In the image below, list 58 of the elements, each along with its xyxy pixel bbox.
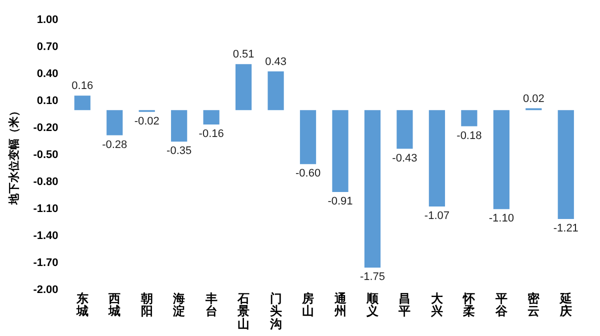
x-tick-label: 西城 [108, 292, 121, 318]
data-label: -0.28 [102, 138, 128, 151]
x-tick-label: 顺义 [365, 292, 380, 318]
x-tick-label: 怀柔 [462, 292, 476, 318]
x-tick-label: 延庆 [558, 292, 572, 318]
x-tick-label: 石景山 [236, 292, 250, 331]
x-tick-label: 平谷 [494, 292, 508, 318]
data-label: -1.07 [424, 210, 450, 222]
x-tick-label: 朝阳 [140, 292, 153, 318]
y-tick-label: 0.10 [36, 95, 58, 108]
data-label: -0.60 [295, 168, 321, 180]
y-tick-label: -0.80 [33, 176, 58, 188]
x-tick-label: 房山 [301, 292, 314, 318]
data-label: -0.35 [166, 145, 192, 158]
bar [203, 110, 220, 124]
bar [558, 110, 574, 220]
x-tick-label: 东城 [75, 292, 88, 318]
x-tick-label: 丰台 [204, 292, 218, 318]
x-tick-label: 海淀 [172, 292, 186, 318]
data-label: -0.43 [392, 152, 418, 164]
y-tick-label: -1.70 [33, 257, 58, 270]
data-label: 0.51 [232, 48, 254, 61]
data-label: -1.75 [360, 271, 386, 284]
y-tick-label: -1.40 [33, 230, 58, 242]
y-tick-label: -1.10 [33, 203, 58, 216]
y-tick-label: -2.00 [33, 284, 58, 296]
data-label: 0.16 [72, 80, 94, 92]
y-tick-label: -0.20 [33, 122, 58, 134]
x-tick-label: 密云 [528, 292, 541, 318]
bar [300, 110, 316, 164]
bar [396, 110, 413, 149]
bar [332, 110, 348, 192]
bar [171, 110, 188, 142]
x-tick-label: 大兴 [430, 292, 444, 318]
data-label: -0.16 [198, 128, 224, 140]
bar [74, 96, 90, 110]
y-axis-title: 地下水位变幅（米） [7, 106, 20, 206]
data-label: -1.10 [488, 212, 514, 225]
bar [106, 110, 123, 136]
x-tick-label: 昌平 [398, 292, 411, 318]
bar [461, 110, 478, 126]
data-label: -0.91 [328, 196, 353, 208]
data-label: -0.18 [456, 130, 482, 142]
bar [364, 110, 381, 268]
bar [428, 110, 446, 206]
y-tick-label: -0.50 [33, 149, 58, 162]
x-tick-label: 通州 [333, 292, 348, 318]
data-label: 0.02 [522, 92, 544, 105]
y-tick-label: 0.70 [36, 41, 58, 54]
y-tick-label: 1.00 [36, 14, 58, 26]
data-label: 0.43 [265, 56, 286, 68]
bar [493, 110, 510, 210]
bar [268, 71, 284, 110]
bar [235, 64, 252, 110]
x-tick-label: 门头沟 [268, 292, 282, 331]
data-label: -1.21 [553, 222, 578, 235]
data-label: -0.02 [134, 115, 160, 128]
y-tick-label: 0.40 [36, 68, 58, 80]
